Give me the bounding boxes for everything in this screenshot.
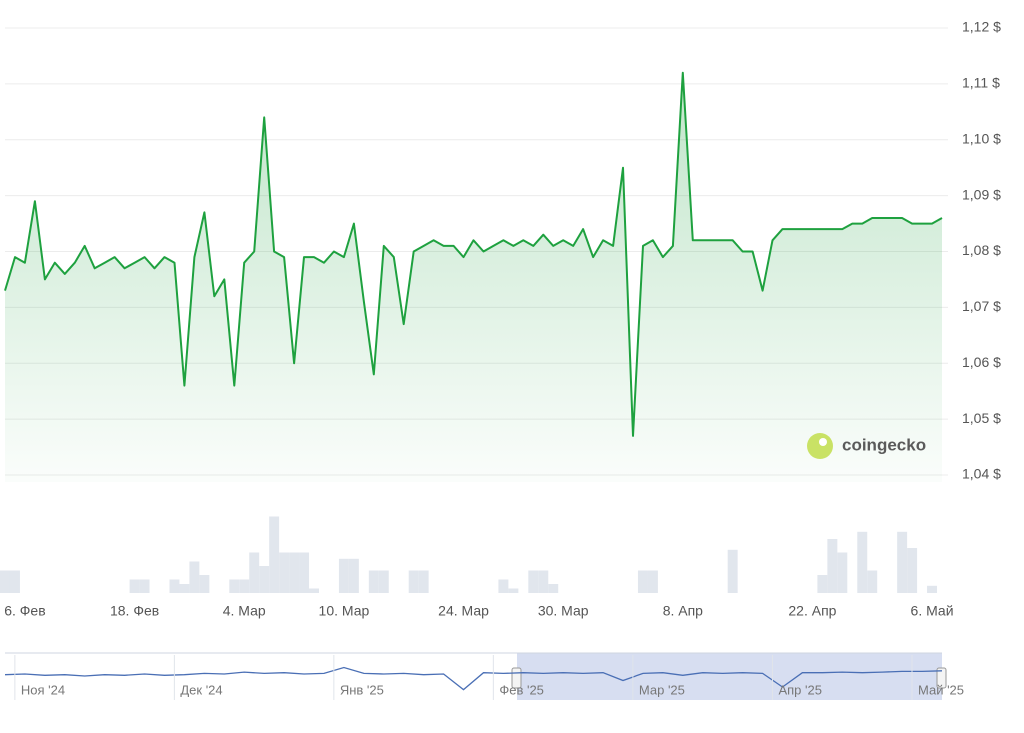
volume-bar [239,579,250,593]
y-tick-label: 1,08 $ [962,242,1001,258]
y-tick-label: 1,06 $ [962,354,1001,370]
x-tick-label: 22. Апр [788,603,836,619]
volume-bar [249,552,260,593]
x-tick-label: 24. Мар [438,603,489,619]
navigator-label: Янв '25 [340,682,384,697]
x-tick-label: 10. Мар [319,603,370,619]
volume-bar [727,549,738,593]
volume-bar [129,579,140,593]
volume-bar [827,539,838,593]
price-line [4,71,943,437]
volume-bar [199,575,210,593]
y-tick-label: 1,12 $ [962,19,1001,35]
volume-bar [897,531,908,593]
volume-bar [368,570,379,593]
volume-bar [189,561,200,593]
navigator-label: Мар '25 [639,682,685,697]
volume-bar [0,570,10,593]
volume-bar [498,579,509,593]
x-tick-label: 6. Май [911,603,954,619]
y-tick-label: 1,07 $ [962,298,1001,314]
volume-bar [309,588,319,593]
volume-bar [269,516,280,593]
navigator-label: Фев '25 [499,682,544,697]
x-tick-label: 30. Мар [538,603,589,619]
volume-bar [299,552,310,593]
x-tick-label: 4. Мар [223,603,266,619]
volume-bar [907,548,918,593]
volume-bar [169,579,180,593]
navigator-selection[interactable] [517,653,942,700]
volume-bar [289,552,300,593]
volume-bar [229,579,240,593]
logo-eye [819,438,827,446]
navigator-label: Дек '24 [180,682,222,697]
volume-bar [338,558,349,593]
navigator-label: Май '25 [918,682,964,697]
volume-bar [348,558,359,593]
volume-bar [408,570,419,593]
y-tick-label: 1,05 $ [962,410,1001,426]
volume-bar [647,570,658,593]
volume-bar [139,579,150,593]
volume-bar [418,570,429,593]
x-tick-label: 18. Фев [110,603,159,619]
volume-bar [548,584,559,593]
navigator-handle[interactable] [936,667,947,689]
volume-bar [179,584,190,593]
navigator-line [4,666,943,691]
volume-bar [508,588,519,593]
x-tick-label: 8. Апр [663,603,703,619]
volume-bar [538,570,549,593]
navigator-label: Ноя '24 [21,682,65,697]
logo-icon [807,433,833,459]
watermark: coingecko [842,435,926,454]
volume-bar [378,570,389,593]
y-tick-label: 1,10 $ [962,130,1001,146]
volume-bar [837,552,848,593]
volume-bar [259,566,270,593]
y-tick-label: 1,04 $ [962,466,1001,482]
volume-bar [9,570,20,593]
navigator-label: Апр '25 [778,682,822,697]
volume-bar [857,531,868,593]
x-tick-label: 6. Фев [4,603,45,619]
y-tick-label: 1,09 $ [962,186,1001,202]
volume-bar [528,570,539,593]
price-area [5,72,942,482]
volume-bar [867,570,878,593]
volume-bar [927,585,938,593]
volume-bar [637,570,648,593]
volume-bar [279,552,290,593]
volume-bar [817,575,828,593]
y-tick-label: 1,11 $ [962,75,1000,91]
